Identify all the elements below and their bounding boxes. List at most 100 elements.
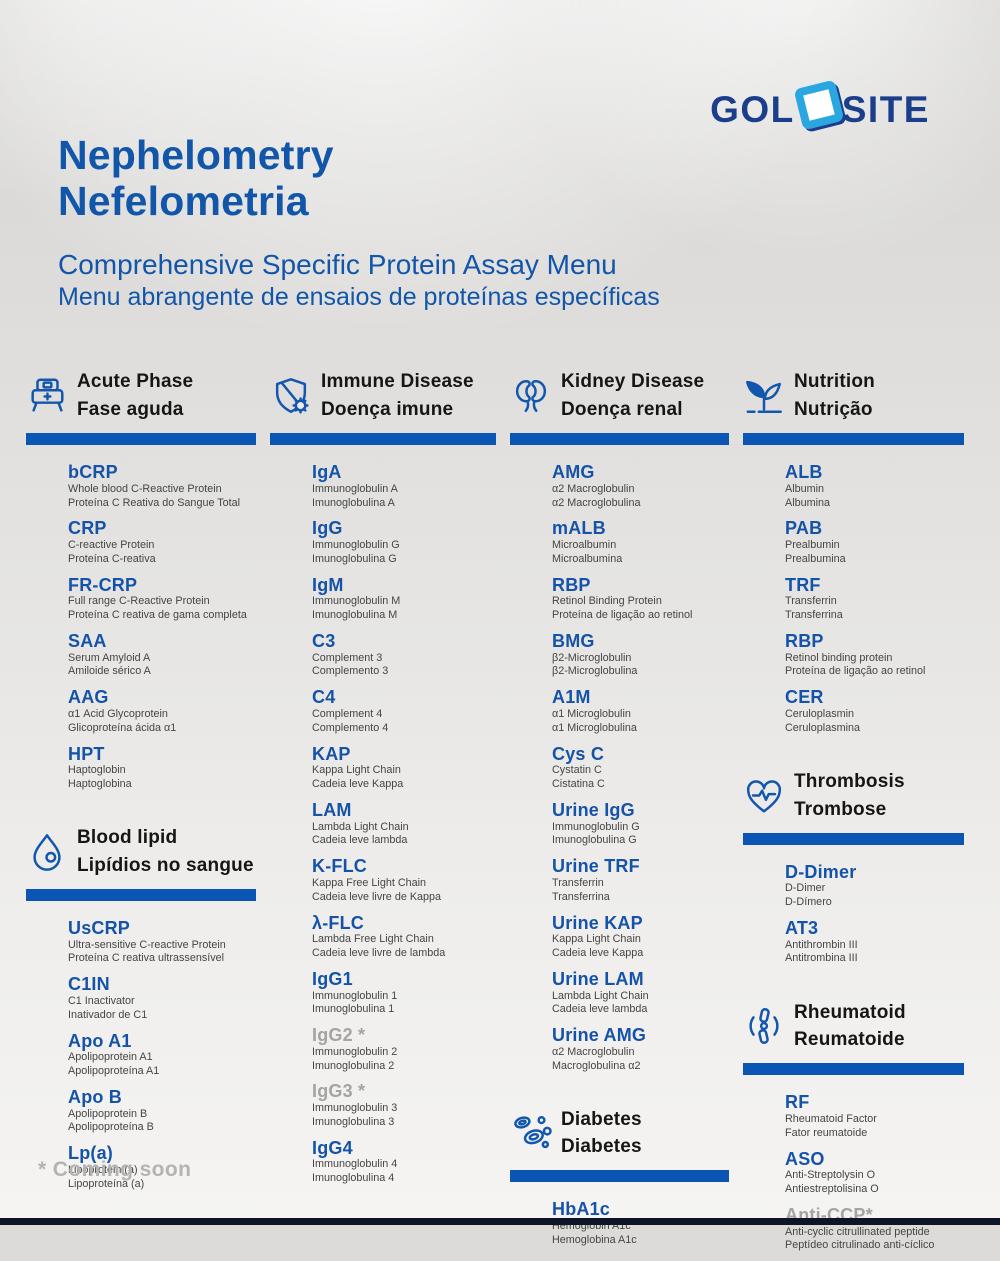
section-divider-bar: [510, 433, 729, 445]
assay-name-en: Transferrin: [552, 876, 604, 889]
assay-name-en: Immunoglobulin G: [312, 539, 400, 551]
assay-name-pt: Hemoglobina A1c: [552, 1233, 637, 1246]
assay-abbr: Lp(a): [68, 1143, 113, 1164]
assay-name-pt: Peptídeo citrulinado anti-cíclico: [785, 1239, 935, 1252]
assay-column-2: Immune Disease Doença imune IgA Immunoglobu…: [270, 366, 510, 1261]
flyer-page: GOL SITE Nephelometry Nefelometria Compr…: [0, 79, 1000, 1251]
assay-name-en: Kappa Light Chain: [312, 764, 401, 777]
assay-item: bCRP Whole blood C-Reactive Protein Proteí…: [68, 462, 270, 510]
assay-name-pt: Complemento 4: [312, 721, 389, 734]
assay-item: IgA Immunoglobulin A Imunoglobulina A: [312, 462, 510, 510]
assay-item: RF Rheumatoid Factor Fator reumatoide: [785, 1092, 978, 1140]
assay-item: Cys C Cystatin C Cistatina C: [552, 744, 743, 792]
assay-name-en: Kappa Light Chain: [552, 933, 641, 946]
assay-abbr: C4: [312, 687, 336, 708]
assay-name-pt: Proteína C reativa ultrassensível: [68, 952, 225, 965]
section-title-pt: Diabetes: [561, 1136, 642, 1158]
assay-name-pt: α1 Microglobulina: [552, 721, 637, 734]
assay-name-pt: Proteína C Reativa do Sangue Total: [68, 496, 241, 509]
assay-abbr: C1IN: [68, 974, 110, 995]
assay-name-pt: Cadeia leve livre de lambda: [312, 947, 446, 959]
section-divider-bar: [743, 832, 964, 845]
section-titles: Acute Phase Fase aguda: [77, 368, 193, 423]
assay-name-en: Lipoprotein (a): [68, 1163, 138, 1176]
assay-abbr: HbA1c: [552, 1199, 611, 1220]
assay-name-pt: Albumina: [785, 496, 831, 509]
assay-item: UsCRP Ultra-sensitive C-reactive Protein P…: [68, 918, 270, 966]
section-divider-bar: [26, 433, 256, 445]
section-header: Nutrition Nutrição: [743, 366, 978, 426]
section-acute-phase: Acute Phase Fase aguda bCRP Whole blood C-R…: [26, 366, 270, 792]
assay-name-en: Anti-cyclic citrullinated peptide: [785, 1225, 930, 1238]
joint-bone-icon: [743, 1005, 785, 1047]
assay-name-en: Full range C-Reactive Protein: [68, 595, 210, 608]
assay-item: CER Ceruloplasmin Ceruloplasmina: [785, 687, 978, 735]
page-subtitle-en: Comprehensive Specific Protein Assay Men…: [58, 249, 617, 280]
assay-name-en: Retinol Binding Protein: [552, 595, 662, 608]
assay-item: IgM Immunoglobulin M Imunoglobulina M: [312, 575, 510, 623]
assay-item: AT3 Antithrombin III Antitrombina III: [785, 918, 978, 966]
blood-droplet-icon: [26, 831, 68, 873]
assay-list: RF Rheumatoid Factor Fator reumatoide ASO An…: [785, 1092, 978, 1253]
hospital-bed-icon: [26, 375, 68, 417]
assay-item: D-Dimer D-Dimer D-Dímero: [785, 862, 978, 910]
assay-item: LAM Lambda Light Chain Cadeia leve lambda: [312, 800, 510, 848]
assay-name-en: Immunoglobulin 2: [312, 1045, 398, 1058]
section-blood-lipid: Blood lipid Lipídios no sangue UsCRP Ultra-…: [26, 822, 270, 1192]
assay-name-en: Apolipoprotein B: [68, 1107, 148, 1120]
assay-abbr: mALB: [552, 518, 606, 539]
assay-item: FR-CRP Full range C-Reactive Protein Prote…: [68, 575, 270, 623]
assay-abbr: Urine IgG: [552, 799, 635, 820]
assay-abbr: AT3: [785, 917, 819, 938]
assay-name-pt: Imunoglobulina 3: [312, 1115, 395, 1128]
section-titles: Thrombosis Trombose: [794, 768, 905, 823]
assay-name-pt: Cadeia leve lambda: [312, 834, 408, 847]
assay-abbr: LAM: [312, 799, 352, 820]
assay-item: ASO Anti-Streptolysin O Antiestreptolisina…: [785, 1149, 978, 1197]
section-title-pt: Reumatoide: [794, 1029, 905, 1051]
assay-name-en: α1 Microglobulin: [552, 707, 631, 720]
assay-name-pt: Antiestreptolisina O: [785, 1183, 879, 1195]
assay-name-pt: Macroglobulina α2: [552, 1059, 641, 1072]
assay-columns: Acute Phase Fase aguda bCRP Whole blood C-R…: [26, 366, 978, 1261]
section-thrombosis: Thrombosis Trombose D-Dimer D-Dimer D-Dímero…: [743, 766, 978, 967]
section-titles: Nutrition Nutrição: [794, 368, 875, 423]
assay-name-pt: Complemento 3: [312, 665, 389, 678]
goldsite-logo: GOL SITE: [710, 79, 930, 134]
assay-item: IgG2 * Immunoglobulin 2 Imunoglobulina 2: [312, 1025, 510, 1073]
assay-abbr: Cys C: [552, 743, 605, 764]
assay-name-pt: Inativador de C1: [68, 1008, 148, 1021]
section-title-pt: Nutrição: [794, 399, 873, 420]
assay-item: HPT Haptoglobin Haptoglobina: [68, 744, 270, 792]
assay-abbr: λ-FLC: [312, 912, 364, 933]
assay-item: CRP C-reactive Protein Proteína C-reativa: [68, 518, 270, 566]
assay-name-en: α2 Macroglobulin: [552, 1045, 635, 1058]
assay-abbr: RBP: [785, 630, 824, 651]
assay-abbr: Urine LAM: [552, 968, 644, 989]
background-spotlights: [0, 0, 1000, 1225]
assay-abbr: ASO: [785, 1148, 825, 1169]
assay-abbr: FR-CRP: [68, 574, 138, 595]
section-titles: Rheumatoid Reumatoide: [794, 999, 906, 1054]
assay-abbr: RF: [785, 1092, 810, 1113]
assay-name-pt: Apolipoproteína A1: [68, 1065, 160, 1077]
section-title-pt: Doença renal: [561, 399, 683, 420]
assay-item: IgG4 Immunoglobulin 4 Imunoglobulina 4: [312, 1138, 510, 1186]
assay-item: IgG1 Immunoglobulin 1 Imunoglobulina 1: [312, 969, 510, 1017]
coming-soon-note: * Coming soon: [38, 1158, 192, 1181]
assay-name-en: Microalbumin: [552, 539, 617, 551]
assay-abbr: Apo A1: [68, 1030, 132, 1051]
assay-abbr: C3: [312, 630, 336, 651]
assay-abbr: AAG: [68, 687, 109, 708]
assay-abbr: IgG3 *: [312, 1081, 366, 1102]
assay-item: Anti-CCP* Anti-cyclic citrullinated pepti…: [785, 1205, 978, 1253]
section-header: Diabetes Diabetes: [510, 1103, 743, 1163]
assay-name-en: Serum Amyloid A: [68, 651, 151, 664]
logo-diamond-icon: [793, 79, 845, 131]
assay-item: Apo B Apolipoprotein B Apolipoproteína B: [68, 1087, 270, 1135]
assay-name-en: Kappa Free Light Chain: [312, 876, 427, 889]
assay-abbr: Urine KAP: [552, 912, 643, 933]
assay-name-en: Immunoglobulin 1: [312, 989, 398, 1002]
section-title-en: Blood lipid: [77, 827, 178, 849]
plant-sprout-icon: [743, 375, 785, 417]
